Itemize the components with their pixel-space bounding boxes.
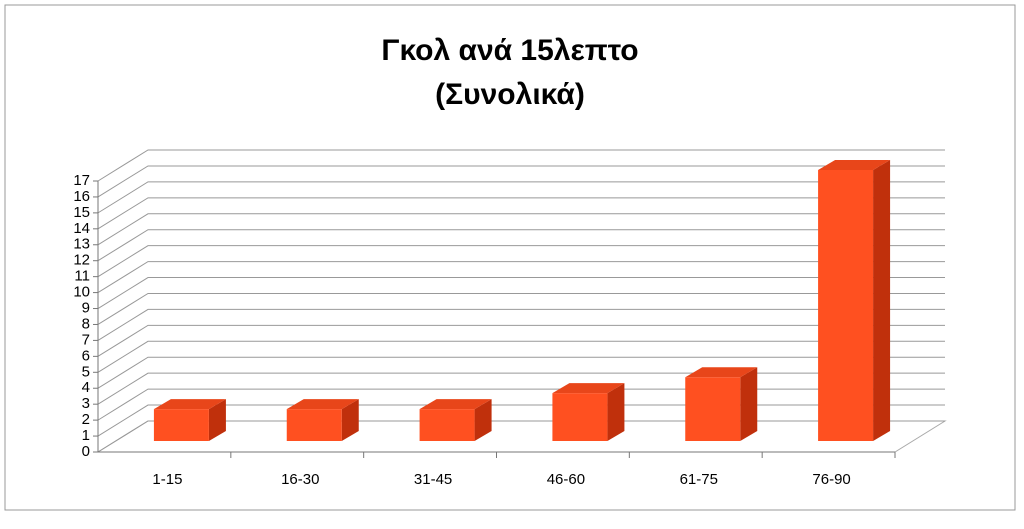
bar-top — [286, 399, 359, 410]
y-tick-label: 9 — [82, 299, 90, 316]
grid-line — [97, 165, 945, 198]
y-tick-label: 10 — [73, 284, 90, 301]
y-tick-label: 12 — [73, 252, 90, 269]
y-tick-label: 17 — [73, 172, 90, 189]
bar-top — [552, 383, 625, 394]
bar-side — [474, 399, 492, 441]
bar-front — [818, 170, 874, 441]
grid-line — [97, 229, 945, 262]
bar — [419, 399, 492, 441]
y-tick-label: 7 — [82, 331, 90, 348]
bar-side — [607, 383, 625, 441]
y-tick-label: 15 — [73, 204, 90, 221]
y-tick-label: 4 — [82, 379, 90, 396]
bar-side — [341, 399, 359, 441]
grid-line — [97, 292, 945, 325]
grid-line — [97, 197, 945, 230]
grid-line — [97, 372, 945, 405]
grid-line — [97, 181, 945, 214]
bar-top — [419, 399, 492, 410]
x-tick-label: 16-30 — [281, 471, 319, 488]
grid-line — [97, 277, 945, 309]
y-tick-label: 0 — [82, 443, 90, 460]
bar-front — [153, 409, 209, 441]
grid-line — [97, 261, 945, 294]
bar-top — [818, 160, 891, 170]
bar — [552, 383, 625, 441]
bar — [286, 399, 359, 441]
y-tick-label: 6 — [82, 347, 90, 364]
y-tick-label: 8 — [82, 315, 90, 332]
bar-front — [552, 393, 608, 441]
y-tick-label: 11 — [74, 268, 90, 285]
bar-front — [685, 377, 741, 441]
x-tick-label: 1-15 — [152, 471, 182, 488]
bar — [818, 160, 891, 441]
grid-line — [97, 388, 945, 421]
bar-top — [685, 367, 758, 378]
chart-title: Γκολ ανά 15λεπτο — [381, 34, 638, 67]
grid-line — [97, 356, 945, 389]
bar-front — [286, 409, 342, 441]
x-tick-label: 76-90 — [812, 471, 850, 488]
x-tick-label: 61-75 — [680, 471, 718, 488]
x-tick-label: 46-60 — [547, 471, 585, 488]
grid-line — [97, 324, 945, 357]
grid-line — [97, 308, 945, 341]
grid-line — [97, 245, 945, 278]
y-tick-label: 16 — [73, 188, 90, 205]
bar-side — [740, 367, 758, 441]
y-tick-label: 2 — [82, 411, 90, 428]
bar — [153, 399, 226, 441]
grid-line — [97, 149, 945, 182]
bar-side — [208, 399, 226, 441]
grid-line — [97, 213, 945, 246]
bar — [685, 367, 758, 441]
grid-line — [97, 404, 945, 437]
y-tick-label: 3 — [82, 395, 90, 412]
y-tick-label: 1 — [82, 427, 90, 444]
y-tick-label: 5 — [82, 363, 90, 380]
x-tick-label: 31-45 — [414, 471, 452, 488]
bar-side — [873, 160, 891, 441]
bar-top — [153, 399, 226, 410]
bar-front — [419, 409, 475, 441]
grid-line — [97, 340, 945, 373]
grid-line — [97, 420, 945, 453]
y-tick-label: 14 — [73, 220, 90, 237]
chart-subtitle: (Συνολικά) — [435, 78, 585, 111]
y-tick-label: 13 — [73, 236, 90, 253]
